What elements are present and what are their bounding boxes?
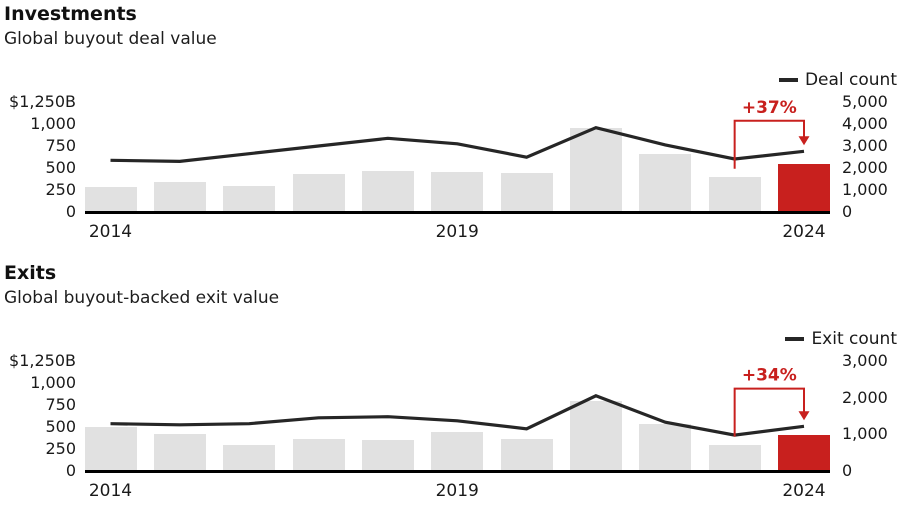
bar-2016 [223,445,276,471]
y-axis-tick-left: $1,250B [9,92,76,111]
bar-2015 [153,181,206,212]
x-axis-tick: 2014 [88,481,133,501]
x-axis-tick: 2019 [435,481,479,501]
y-axis-tick-left: 1,000 [30,373,76,392]
bar-2017 [292,439,345,471]
y-axis-tick-left: 750 [45,395,76,414]
x-axis-tick: 2024 [782,222,826,242]
chart-title: Exits [4,262,57,284]
growth-label: +37% [742,98,797,118]
bar-2014 [84,427,137,471]
y-axis-tick-right: 3,000 [842,351,888,370]
y-axis-tick-right: 2,000 [842,158,888,177]
y-axis-tick-right: 3,000 [842,136,888,155]
bar-2022 [639,424,692,471]
y-axis-tick-left: 250 [45,180,76,199]
bar-2015 [153,434,206,471]
y-axis-tick-left: 1,000 [30,114,76,133]
y-axis-tick-left: 500 [45,158,76,177]
investments-chart: Investments Global buyout deal value Dea… [0,0,900,253]
bar-2014 [84,187,137,212]
bar-2020 [500,438,553,471]
arrow-head-icon [798,136,810,146]
y-axis-tick-left: 250 [45,439,76,458]
y-axis-tick-right: 0 [842,461,853,480]
y-axis-tick-left: 0 [65,461,76,480]
exit-count-line [110,394,805,437]
x-axis-tick: 2019 [435,222,479,242]
bar-2018 [361,440,414,471]
bar-2017 [292,173,345,212]
y-axis-tick-left: 500 [45,417,76,436]
bar-2021 [569,400,622,471]
bar-2018 [361,170,414,212]
arrow-head-icon [798,411,810,421]
legend-label: Deal count [804,70,897,90]
y-axis-tick-left: 750 [45,136,76,155]
bar-2020 [500,172,553,212]
growth-arrow [733,119,805,169]
x-axis-tick: 2024 [782,481,826,501]
line-series-legend-icon [778,78,798,82]
bar-2019 [431,172,484,212]
chart-overlay: +37% [110,98,810,169]
line-series-legend-icon [785,337,805,341]
bar-2024 [778,163,830,212]
bar-2022 [639,154,692,212]
exits-chart: Exits Global buyout-backed exit value Ex… [0,259,900,507]
deal-count-line [110,126,805,164]
y-axis-tick-right: 0 [842,202,853,221]
chart-subtitle: Global buyout deal value [4,29,217,49]
y-axis-tick-right: 5,000 [842,92,888,111]
legend-label: Exit count [811,329,897,349]
y-axis-tick-right: 2,000 [842,387,888,407]
bar-2023 [708,444,761,471]
x-axis-line [85,469,830,473]
chart-title: Investments [4,3,137,25]
y-axis-tick-left: $1,250B [9,351,76,370]
bar-2021 [569,128,622,212]
x-axis-line [85,210,830,214]
y-axis-tick-right: 1,000 [842,180,888,199]
bar-2019 [431,431,484,471]
y-axis-tick-left: 0 [65,202,76,221]
bar-2016 [223,185,276,212]
growth-label: +34% [742,366,797,386]
legend: Deal count [778,70,897,90]
chart-subtitle: Global buyout-backed exit value [4,288,280,308]
bar-2024 [778,435,830,471]
x-axis-tick: 2014 [88,222,133,242]
bar-2023 [708,176,761,212]
growth-arrow [733,387,805,437]
legend: Exit count [785,329,897,349]
y-axis-tick-right: 1,000 [842,424,888,444]
y-axis-tick-right: 4,000 [842,114,888,133]
chart-overlay: +34% [110,366,810,437]
